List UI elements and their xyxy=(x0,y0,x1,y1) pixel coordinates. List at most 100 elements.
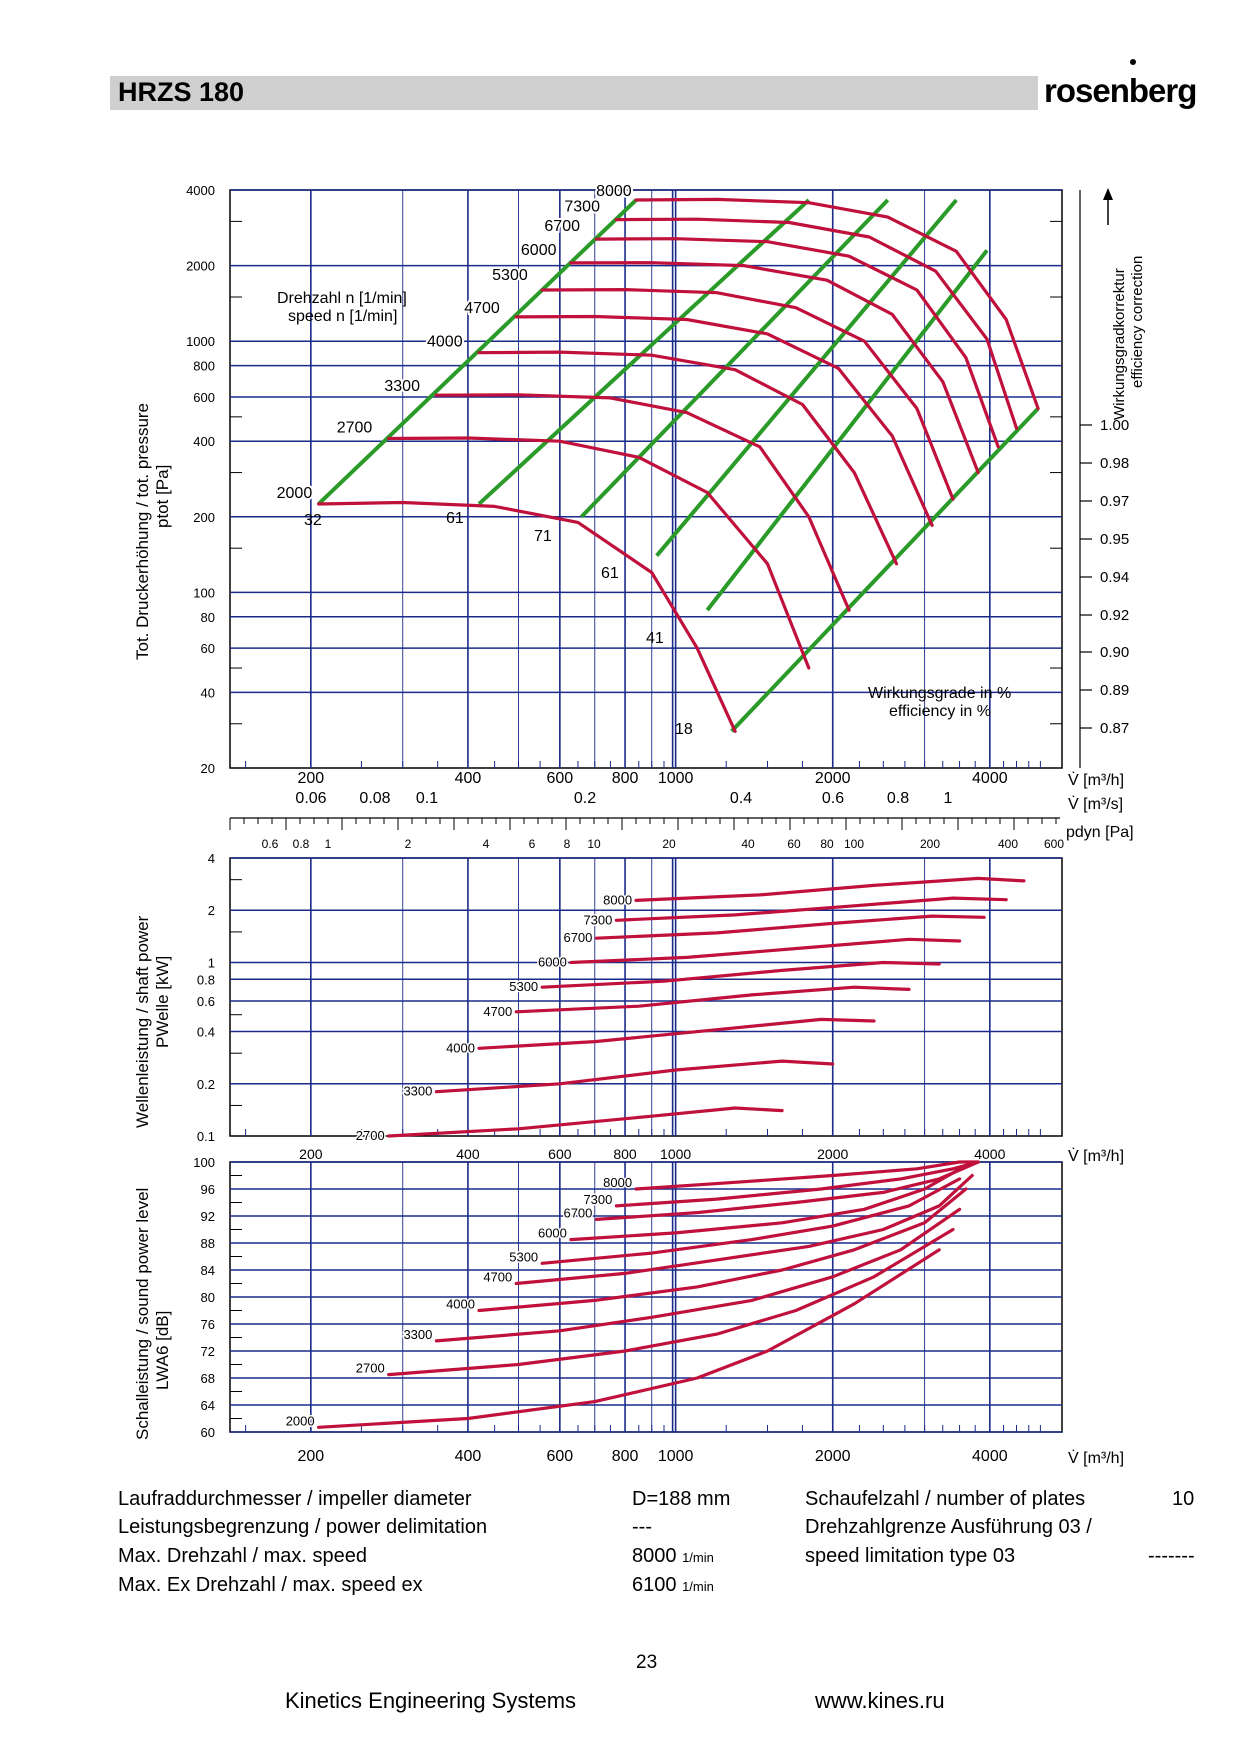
flow-m3h-tick-label: 600 xyxy=(548,1146,572,1162)
sound-curve xyxy=(634,1160,980,1191)
correction-tick-label: 0.90 xyxy=(1100,644,1129,661)
pdyn-tick-label: 200 xyxy=(920,837,940,851)
sound-speed-label: 3300 xyxy=(403,1327,432,1342)
sound-tick-label: 76 xyxy=(201,1317,215,1332)
pressure-plot-frame xyxy=(229,189,1063,769)
correction-tick-label: 0.95 xyxy=(1100,531,1129,548)
flow-m3h-tick-label: 200 xyxy=(297,1448,324,1465)
power-tick-label: 1 xyxy=(208,955,215,970)
pdyn-tick-label: 80 xyxy=(820,837,834,851)
pdyn-tick-label: 600 xyxy=(1044,837,1064,851)
pressure-axis-label: Tot. Druckerhöhung / tot. pressure xyxy=(133,403,152,660)
pdyn-tick-label: 60 xyxy=(787,837,801,851)
power-tick-label: 2 xyxy=(208,903,215,918)
flow-m3s-tick-label: 0.4 xyxy=(730,790,752,807)
power-speed-label: 4000 xyxy=(446,1040,475,1055)
page-title: HRZS 180 xyxy=(118,77,245,107)
flow-m3h-axis-label: V̇ [m³/h] xyxy=(1068,1147,1124,1165)
spec-max-speed-ex: 6100 1/min xyxy=(632,1574,714,1596)
sound-tick-label: 60 xyxy=(201,1425,215,1440)
pdyn-axis-label: pdyn [Pa] xyxy=(1066,824,1134,841)
pdyn-tick-label: 0.6 xyxy=(262,837,279,851)
sound-speed-label: 6000 xyxy=(538,1226,567,1241)
spec-impeller-label: Laufraddurchmesser / impeller diameter xyxy=(118,1488,472,1510)
sound-speed-label: 5300 xyxy=(509,1249,538,1264)
power-speed-label: 7300 xyxy=(583,912,612,927)
pressure-axis-unit: ptot [Pa] xyxy=(153,465,172,528)
pressure-curve xyxy=(634,197,1040,411)
efficiency-label: 41 xyxy=(646,630,664,647)
pdyn-tick-label: 4 xyxy=(483,837,490,851)
flow-m3h-tick-label: 4000 xyxy=(972,770,1008,787)
speed-label: 2000 xyxy=(277,485,313,502)
sound-tick-label: 80 xyxy=(201,1290,215,1305)
pdyn-tick-label: 8 xyxy=(564,837,571,851)
efficiency-line xyxy=(580,198,890,519)
pdyn-tick-label: 20 xyxy=(662,837,676,851)
spec-max-speed: 8000 1/min xyxy=(632,1545,714,1567)
pdyn-tick-label: 400 xyxy=(998,837,1018,851)
pressure-tick-label: 40 xyxy=(201,685,215,700)
correction-label-en: efficiency correction xyxy=(1129,256,1146,388)
correction-tick-label: 0.97 xyxy=(1100,493,1129,510)
efficiency-line xyxy=(655,198,958,558)
sound-speed-label: 7300 xyxy=(583,1192,612,1207)
pressure-tick-label: 2000 xyxy=(186,259,215,274)
pressure-tick-label: 1000 xyxy=(186,334,215,349)
correction-tick-label: 0.98 xyxy=(1100,455,1129,472)
power-speed-label: 6700 xyxy=(563,930,592,945)
sound-curve xyxy=(477,1187,968,1313)
pdyn-tick-label: 40 xyxy=(741,837,755,851)
pressure-tick-label: 600 xyxy=(193,390,215,405)
pdyn-tick-label: 100 xyxy=(844,837,864,851)
efficiency-label: 61 xyxy=(601,565,619,582)
pressure-curve xyxy=(594,237,1000,449)
pressure-curve xyxy=(387,436,811,670)
header-bar xyxy=(110,76,1038,110)
speed-label: 7300 xyxy=(564,199,600,216)
pressure-tick-label: 80 xyxy=(201,610,215,625)
power-curve xyxy=(614,896,1008,922)
flow-m3s-axis-label: V̇ [m³/s] xyxy=(1068,795,1123,813)
sound-tick-label: 72 xyxy=(201,1344,215,1359)
power-curve xyxy=(514,985,911,1014)
efficiency-label: 71 xyxy=(534,528,552,545)
pressure-curve xyxy=(317,500,737,733)
power-tick-label: 0.1 xyxy=(197,1129,215,1144)
spec-speed-limit-label-1: Drehzahlgrenze Ausführung 03 / xyxy=(805,1516,1092,1538)
power-axis-label: Wellenleistung / shaft power xyxy=(133,915,152,1128)
power-curve xyxy=(434,1059,835,1094)
sound-curve xyxy=(434,1207,962,1343)
pressure-curve xyxy=(569,261,980,475)
power-curve xyxy=(387,1106,784,1138)
logo-dot xyxy=(1130,59,1136,65)
sound-tick-label: 96 xyxy=(201,1182,215,1197)
pressure-tick-label: 800 xyxy=(193,359,215,374)
sound-speed-label: 6700 xyxy=(563,1205,592,1220)
flow-m3h-axis-label: V̇ [m³/h] xyxy=(1068,771,1124,789)
power-speed-label: 4700 xyxy=(483,1004,512,1019)
pressure-tick-label: 200 xyxy=(193,510,215,525)
flow-m3s-tick-label: 0.6 xyxy=(822,790,844,807)
sound-tick-label: 84 xyxy=(201,1263,215,1278)
sound-curve xyxy=(317,1248,941,1429)
spec-speed-limit-label-2: speed limitation type 03 xyxy=(805,1545,1016,1567)
speed-unit: 1/min xyxy=(682,1579,714,1594)
flow-m3h-tick-label: 400 xyxy=(455,1448,482,1465)
correction-tick-label: 0.92 xyxy=(1100,607,1129,624)
efficiency-label: 18 xyxy=(675,721,693,738)
power-speed-label: 6000 xyxy=(538,954,567,969)
sound-tick-label: 92 xyxy=(201,1209,215,1224)
sound-tick-label: 100 xyxy=(193,1155,215,1170)
sound-tick-label: 68 xyxy=(201,1371,215,1386)
spec-plates-label: Schaufelzahl / number of plates xyxy=(805,1488,1086,1510)
flow-m3s-tick-label: 0.1 xyxy=(416,790,438,807)
spec-power-limit-label: Leistungsbegrenzung / power delimitation xyxy=(118,1516,488,1538)
pdyn-tick-label: 6 xyxy=(529,837,536,851)
power-tick-label: 0.4 xyxy=(197,1025,215,1040)
speed-label: 6000 xyxy=(521,242,557,259)
speed-label: 6700 xyxy=(544,218,580,235)
flow-m3h-tick-label: 2000 xyxy=(815,770,851,787)
correction-arrow-head xyxy=(1103,188,1113,200)
flow-m3s-tick-label: 0.2 xyxy=(574,790,596,807)
